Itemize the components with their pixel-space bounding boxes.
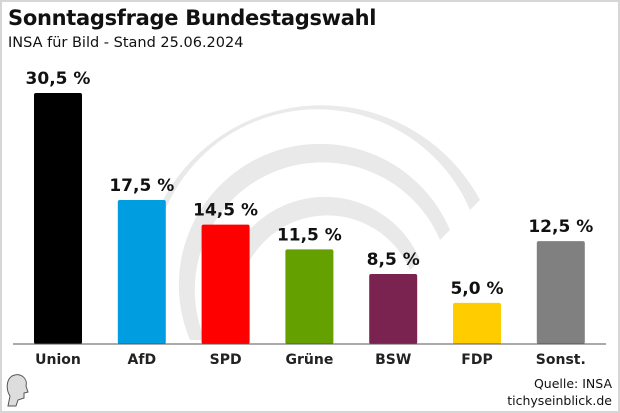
bar-union <box>34 93 82 344</box>
chart-title: Sonntagsfrage Bundestagswahl <box>8 6 377 30</box>
data-label: 8,5 % <box>367 250 420 270</box>
background-parliament-watermark <box>141 105 480 340</box>
data-label: 5,0 % <box>450 279 503 299</box>
bar-spd <box>201 224 250 344</box>
site-label: tichyseinblick.de <box>507 393 612 408</box>
data-label: 12,5 % <box>528 217 593 237</box>
category-label: AfD <box>128 352 157 368</box>
data-label: 14,5 % <box>193 201 258 221</box>
category-label: Sonst. <box>536 352 586 368</box>
bar-bsw <box>369 274 418 344</box>
category-label: BSW <box>375 352 411 368</box>
category-label: FDP <box>461 352 492 368</box>
bar-grüne <box>285 249 334 344</box>
category-label: SPD <box>210 352 242 368</box>
bar-afd <box>117 199 166 344</box>
chart-subtitle: INSA für Bild - Stand 25.06.2024 <box>8 35 244 51</box>
logo-head-icon <box>6 374 29 407</box>
data-label: 17,5 % <box>109 176 174 196</box>
bar-sonst <box>536 241 585 344</box>
category-label: Grüne <box>285 352 333 368</box>
category-label: Union <box>35 352 81 368</box>
data-label: 30,5 % <box>26 69 91 89</box>
data-label: 11,5 % <box>277 225 342 245</box>
bar-fdp <box>453 302 501 344</box>
source-label: Quelle: INSA <box>533 376 612 391</box>
